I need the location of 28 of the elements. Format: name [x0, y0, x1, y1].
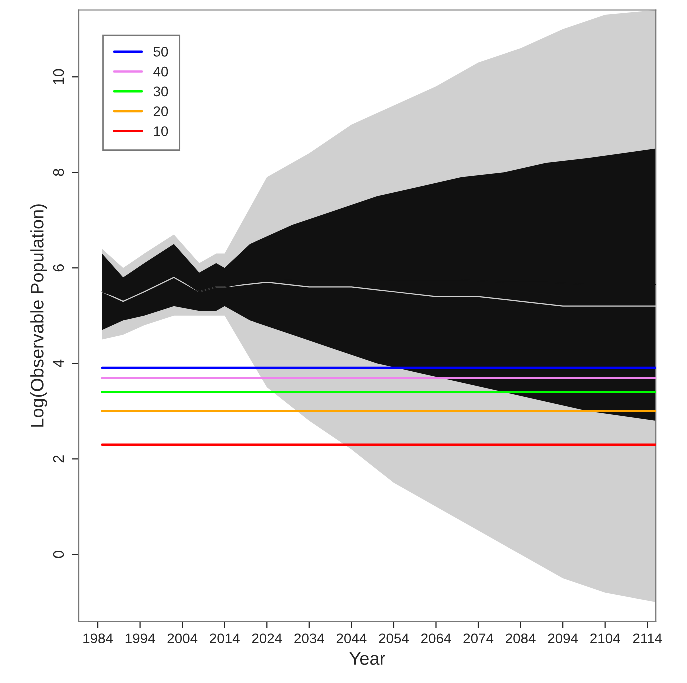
x-tick-label: 2014: [210, 634, 240, 644]
legend-label: 40: [154, 66, 168, 77]
x-tick-label: 2004: [168, 634, 198, 644]
x-tick-label: 2084: [506, 634, 536, 644]
x-tick-label: 2024: [252, 634, 282, 644]
legend-label: 20: [154, 106, 168, 117]
x-tick-label: 2114: [633, 634, 662, 644]
x-tick-label: 2044: [336, 634, 367, 644]
x-tick-label: 2104: [590, 634, 620, 644]
y-tick-label: 6: [53, 264, 64, 272]
line-series: [102, 277, 656, 307]
x-tick-label: 2094: [548, 634, 578, 644]
y-tick-label: 8: [53, 169, 64, 176]
legend-label: 10: [154, 126, 168, 136]
x-tick-label: 1994: [126, 634, 156, 644]
x-tick-label: 2034: [294, 634, 324, 644]
y-tick-label: 2: [53, 456, 64, 463]
x-tick-label: 2064: [421, 634, 452, 644]
y-axis-title: Log(Observable Population): [30, 204, 48, 427]
y-tick-label: 10: [53, 69, 64, 84]
legend-label: 30: [154, 86, 168, 97]
y-tick-label: 4: [54, 360, 64, 368]
y-tick-label: 0: [53, 551, 64, 558]
x-axis-title: Year: [350, 652, 386, 666]
x-tick-label: 1984: [84, 634, 114, 644]
x-tick-label: 2074: [464, 634, 494, 644]
x-tick-label: 2054: [379, 634, 410, 644]
legend-label: 50: [154, 47, 168, 57]
